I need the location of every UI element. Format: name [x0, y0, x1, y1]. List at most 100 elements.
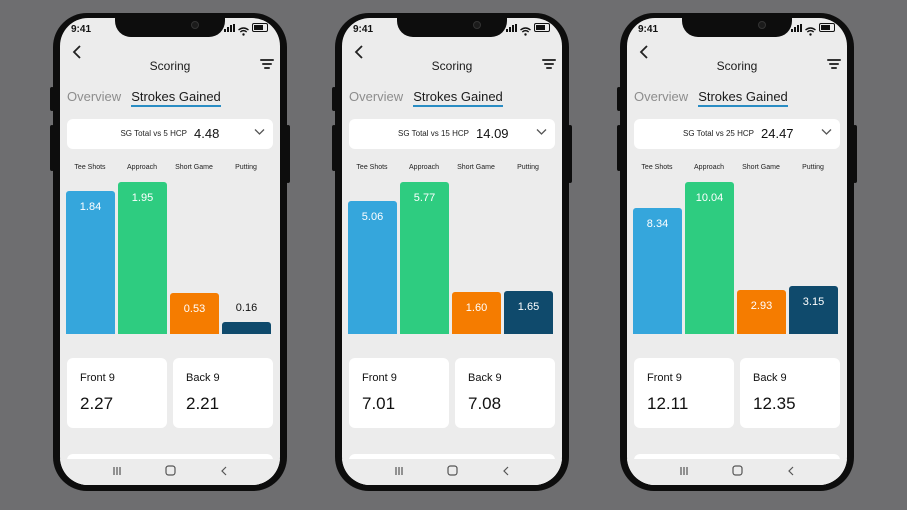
bar-value-label: 2.93 — [750, 300, 773, 312]
handicap-selector[interactable]: SG Total vs 5 HCP 4.48 — [67, 119, 273, 149]
volume-down-button — [332, 125, 336, 171]
bar-value-label: 5.06 — [361, 211, 384, 223]
notch — [682, 18, 792, 37]
tab-strokes-gained[interactable]: Strokes Gained — [131, 89, 221, 107]
front-nine-label: Front 9 — [647, 372, 682, 384]
handicap-selector[interactable]: SG Total vs 15 HCP 14.09 — [349, 119, 555, 149]
column-label: Putting — [802, 164, 824, 171]
back-nine-card: Back 9 12.35 — [740, 358, 840, 428]
filter-icon[interactable] — [542, 59, 556, 70]
recent-apps-icon[interactable] — [112, 465, 122, 479]
recent-apps-icon[interactable] — [394, 465, 404, 479]
bar-value-label: 0.16 — [235, 302, 258, 314]
chevron-left-icon[interactable] — [70, 44, 86, 60]
phone-screen: 9:41 Scoring Overview Strokes Gained SG … — [342, 18, 562, 485]
tab-bar: Overview Strokes Gained — [349, 89, 503, 107]
chart-bar[interactable] — [633, 208, 682, 334]
chart-bar[interactable] — [170, 293, 219, 334]
page-title: Scoring — [716, 59, 758, 73]
front-nine-value: 12.11 — [647, 394, 689, 413]
selector-value: 14.09 — [476, 126, 509, 141]
back-icon[interactable] — [501, 465, 511, 479]
battery-icon — [252, 23, 268, 32]
camera-icon — [191, 21, 199, 29]
chart-bar[interactable] — [118, 182, 167, 334]
home-icon[interactable] — [446, 465, 458, 479]
filter-icon[interactable] — [260, 59, 274, 70]
chevron-down-icon — [821, 126, 832, 140]
notch — [115, 18, 225, 37]
bar-value-label: 1.65 — [517, 301, 540, 313]
chart-bar[interactable] — [737, 290, 786, 334]
column-label: Approach — [694, 164, 724, 171]
chart-bar[interactable] — [222, 322, 271, 334]
back-nine-card: Back 9 7.08 — [455, 358, 555, 428]
column-label: Putting — [235, 164, 257, 171]
chart-bar[interactable] — [400, 182, 449, 334]
status-time: 9:41 — [71, 24, 92, 35]
chart-bar[interactable] — [504, 291, 553, 334]
front-nine-card: Front 9 2.27 — [67, 358, 167, 428]
column-label: Tee Shots — [356, 164, 388, 171]
column-label: Short Game — [457, 164, 495, 171]
chart-bar[interactable] — [66, 191, 115, 334]
column-label: Short Game — [175, 164, 213, 171]
chevron-left-icon[interactable] — [352, 44, 368, 60]
chart-bar[interactable] — [789, 286, 838, 334]
bar-value-label: 1.84 — [79, 201, 102, 213]
tab-overview[interactable]: Overview — [634, 89, 689, 104]
battery-icon — [534, 23, 550, 32]
column-label: Tee Shots — [74, 164, 106, 171]
back-nine-label: Back 9 — [186, 372, 220, 384]
tab-bar: Overview Strokes Gained — [67, 89, 221, 107]
signal-icon — [506, 23, 517, 32]
chart-bar[interactable] — [348, 201, 397, 334]
phone-frame-2: 9:41 Scoring Overview Strokes Gained SG … — [332, 13, 572, 491]
selector-label: SG Total vs 25 HCP — [683, 129, 754, 138]
phone-screen: 9:41 Scoring Overview Strokes Gained SG … — [60, 18, 280, 485]
back-icon[interactable] — [219, 465, 229, 479]
handicap-selector[interactable]: SG Total vs 25 HCP 24.47 — [634, 119, 840, 149]
bar-value-label: 3.15 — [802, 296, 825, 308]
tab-overview[interactable]: Overview — [349, 89, 404, 104]
back-nine-value: 7.08 — [468, 394, 502, 413]
front-nine-card: Front 9 12.11 — [634, 358, 734, 428]
bar-value-label: 1.60 — [465, 302, 488, 314]
wifi-icon — [238, 23, 249, 36]
tab-strokes-gained[interactable]: Strokes Gained — [413, 89, 503, 107]
front-nine-value: 2.27 — [80, 394, 114, 413]
volume-down-button — [617, 125, 621, 171]
status-time: 9:41 — [353, 24, 374, 35]
recent-apps-icon[interactable] — [679, 465, 689, 479]
volume-up-button — [617, 87, 621, 111]
column-label: Short Game — [742, 164, 780, 171]
tab-overview[interactable]: Overview — [67, 89, 122, 104]
phone-screen: 9:41 Scoring Overview Strokes Gained SG … — [627, 18, 847, 485]
home-icon[interactable] — [731, 465, 743, 479]
tab-strokes-gained[interactable]: Strokes Gained — [698, 89, 788, 107]
wifi-icon — [805, 23, 816, 36]
filter-icon[interactable] — [827, 59, 841, 70]
power-button — [568, 125, 572, 183]
home-icon[interactable] — [164, 465, 176, 479]
selector-label: SG Total vs 5 HCP — [120, 129, 187, 138]
signal-icon — [791, 23, 802, 32]
selector-value: 24.47 — [761, 126, 794, 141]
chevron-left-icon[interactable] — [637, 44, 653, 60]
chart-bar[interactable] — [452, 292, 501, 334]
phone-frame-3: 9:41 Scoring Overview Strokes Gained SG … — [617, 13, 857, 491]
chart-bar[interactable] — [685, 182, 734, 334]
wifi-icon — [520, 23, 531, 36]
bar-value-label: 8.34 — [646, 218, 669, 230]
status-time: 9:41 — [638, 24, 659, 35]
volume-up-button — [332, 87, 336, 111]
selector-label: SG Total vs 15 HCP — [398, 129, 469, 138]
power-button — [286, 125, 290, 183]
back-icon[interactable] — [786, 465, 796, 479]
back-nine-label: Back 9 — [468, 372, 502, 384]
chevron-down-icon — [254, 126, 265, 140]
front-nine-value: 7.01 — [362, 394, 396, 413]
column-label: Approach — [127, 164, 157, 171]
bar-value-label: 1.95 — [131, 192, 154, 204]
column-label: Putting — [517, 164, 539, 171]
